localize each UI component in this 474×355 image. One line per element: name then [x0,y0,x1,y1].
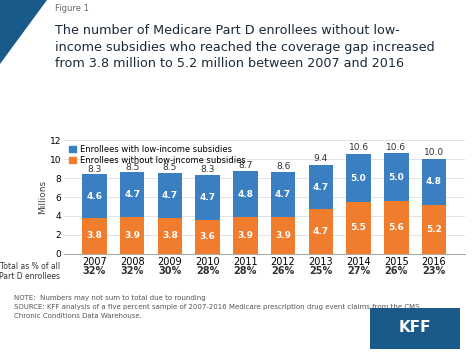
Bar [158,173,182,218]
Text: 23%: 23% [422,266,446,277]
Text: 4.6: 4.6 [86,192,102,201]
Bar [271,173,295,217]
Bar [309,165,333,209]
FancyBboxPatch shape [370,307,459,349]
Text: 8.5: 8.5 [125,163,139,172]
Text: 32%: 32% [83,266,106,277]
Text: 5.0: 5.0 [351,174,366,182]
Legend: Enrollees with low-income subsidies, Enrollees without low-income subsidies: Enrollees with low-income subsidies, Enr… [68,144,246,166]
Bar [422,204,447,254]
Text: 10.0: 10.0 [424,148,444,158]
Polygon shape [0,0,47,64]
Bar [195,175,220,220]
Bar [346,202,371,254]
Text: 26%: 26% [272,266,295,277]
Text: 4.7: 4.7 [313,227,329,236]
Text: 8.3: 8.3 [201,165,215,174]
Bar [120,217,145,254]
Bar [120,173,145,217]
Bar [384,201,409,254]
Text: 26%: 26% [385,266,408,277]
Text: NOTE:  Numbers may not sum to total due to rounding
SOURCE: KFF analysis of a fi: NOTE: Numbers may not sum to total due t… [14,295,419,319]
Text: 4.7: 4.7 [313,182,329,192]
Text: 8.3: 8.3 [87,165,101,174]
Bar [271,217,295,254]
Y-axis label: Millions: Millions [38,180,47,214]
Text: 10.6: 10.6 [348,143,369,152]
Text: 8.7: 8.7 [238,161,253,170]
Text: 3.8: 3.8 [162,231,178,240]
Bar [309,209,333,254]
Bar [82,174,107,218]
Bar [233,217,258,254]
Text: 5.0: 5.0 [389,173,404,182]
Text: 5.6: 5.6 [388,223,404,232]
Text: 5.2: 5.2 [426,225,442,234]
Bar [384,153,409,201]
Text: 3.8: 3.8 [87,231,102,240]
Text: 5.5: 5.5 [351,223,366,232]
Text: 4.8: 4.8 [237,190,254,199]
Text: 8.6: 8.6 [276,162,290,171]
Text: Figure 1: Figure 1 [55,4,88,13]
Text: KFF: KFF [399,320,431,335]
Text: 4.7: 4.7 [124,190,140,199]
Text: 30%: 30% [158,266,182,277]
Bar [422,159,447,204]
Text: 25%: 25% [309,266,332,277]
Bar [233,171,258,217]
Text: 28%: 28% [196,266,219,277]
Text: 8.5: 8.5 [163,163,177,172]
Text: 4.8: 4.8 [426,178,442,186]
Text: 10.6: 10.6 [386,143,406,152]
Text: 4.7: 4.7 [162,191,178,200]
Bar [158,218,182,254]
Text: 32%: 32% [120,266,144,277]
Text: 3.9: 3.9 [237,231,254,240]
Bar [346,154,371,202]
Text: 3.6: 3.6 [200,232,216,241]
Text: 4.7: 4.7 [275,190,291,199]
Text: 4.7: 4.7 [200,193,216,202]
Text: 3.9: 3.9 [275,231,291,240]
Text: 9.4: 9.4 [314,154,328,163]
Text: The number of Medicare Part D enrollees without low-
income subsidies who reache: The number of Medicare Part D enrollees … [55,24,434,70]
Bar [82,218,107,254]
Text: 28%: 28% [234,266,257,277]
Text: 27%: 27% [347,266,370,277]
Text: Total as % of all
Part D enrollees: Total as % of all Part D enrollees [0,262,60,281]
Text: 3.9: 3.9 [124,231,140,240]
Bar [195,220,220,254]
